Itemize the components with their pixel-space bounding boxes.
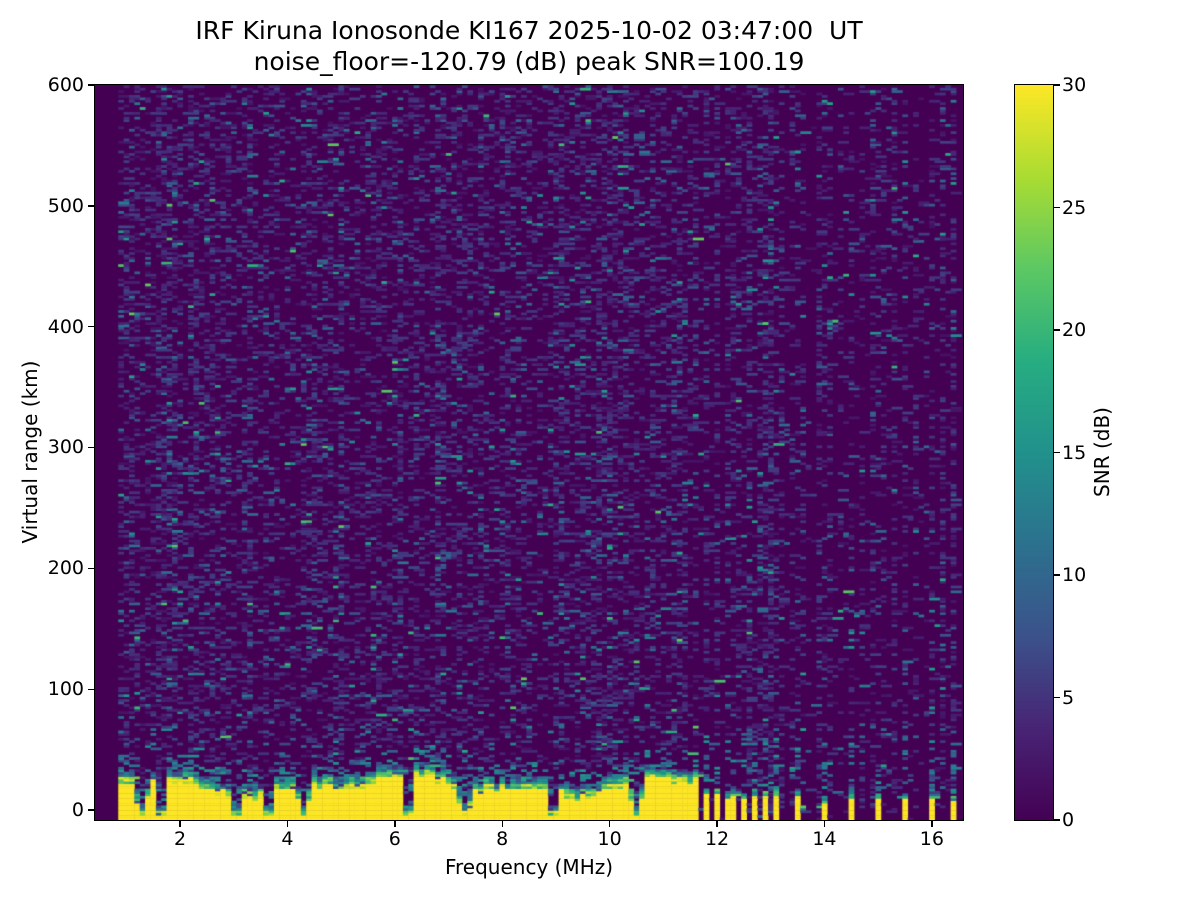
y-tick-mark xyxy=(88,205,95,207)
figure-title-line1: IRF Kiruna Ionosonde KI167 2025-10-02 03… xyxy=(195,16,863,45)
colorbar-tick-mark xyxy=(1054,84,1060,86)
colorbar-tick-mark xyxy=(1054,574,1060,576)
heatmap-canvas xyxy=(95,85,963,820)
ionogram-heatmap-plot xyxy=(94,84,964,821)
y-tick-mark xyxy=(88,688,95,690)
colorbar-tick-label: 10 xyxy=(1062,564,1087,586)
x-tick-mark xyxy=(394,821,396,827)
x-tick-mark xyxy=(716,821,718,827)
x-tick-label: 14 xyxy=(812,828,837,850)
x-tick-mark xyxy=(931,821,933,827)
x-tick-mark xyxy=(501,821,503,827)
colorbar-tick-label: 5 xyxy=(1062,686,1075,709)
x-tick-label: 6 xyxy=(388,828,401,850)
x-tick-label: 8 xyxy=(496,828,509,850)
x-tick-label: 10 xyxy=(597,828,622,850)
figure-title-line2: noise_floor=-120.79 (dB) peak SNR=100.19 xyxy=(253,47,805,76)
colorbar-tick-mark xyxy=(1054,451,1060,454)
y-tick-label: 100 xyxy=(47,678,84,701)
x-tick-label: 16 xyxy=(919,828,944,850)
colorbar-tick-label: 25 xyxy=(1062,196,1087,219)
x-tick-mark xyxy=(286,821,289,827)
x-tick-mark xyxy=(823,821,826,827)
y-tick-mark xyxy=(88,84,95,86)
x-tick-label: 4 xyxy=(281,828,294,850)
x-tick-label: 2 xyxy=(173,828,187,850)
y-tick-label: 400 xyxy=(47,315,84,338)
y-tick-label: 600 xyxy=(47,74,84,96)
x-tick-mark xyxy=(609,821,611,827)
y-tick-label: 500 xyxy=(47,194,84,217)
x-axis-label: Frequency (MHz) xyxy=(444,855,614,879)
colorbar xyxy=(1014,84,1054,821)
colorbar-tick-mark xyxy=(1054,819,1060,821)
colorbar-tick-label: 0 xyxy=(1062,809,1075,831)
y-tick-mark xyxy=(88,446,95,449)
y-tick-mark xyxy=(88,326,95,328)
colorbar-tick-label: 20 xyxy=(1062,319,1087,341)
colorbar-tick-mark xyxy=(1054,329,1060,331)
x-tick-mark xyxy=(179,821,181,827)
x-tick-label: 12 xyxy=(704,828,730,850)
colorbar-tick-label: 30 xyxy=(1062,74,1087,96)
y-tick-label: 300 xyxy=(47,436,84,459)
y-tick-mark xyxy=(88,567,95,569)
y-tick-mark xyxy=(88,809,95,811)
colorbar-tick-mark xyxy=(1054,696,1060,699)
y-tick-label: 0 xyxy=(71,798,84,821)
colorbar-tick-label: 15 xyxy=(1062,441,1087,464)
y-tick-label: 200 xyxy=(47,557,84,580)
colorbar-tick-mark xyxy=(1054,206,1060,209)
